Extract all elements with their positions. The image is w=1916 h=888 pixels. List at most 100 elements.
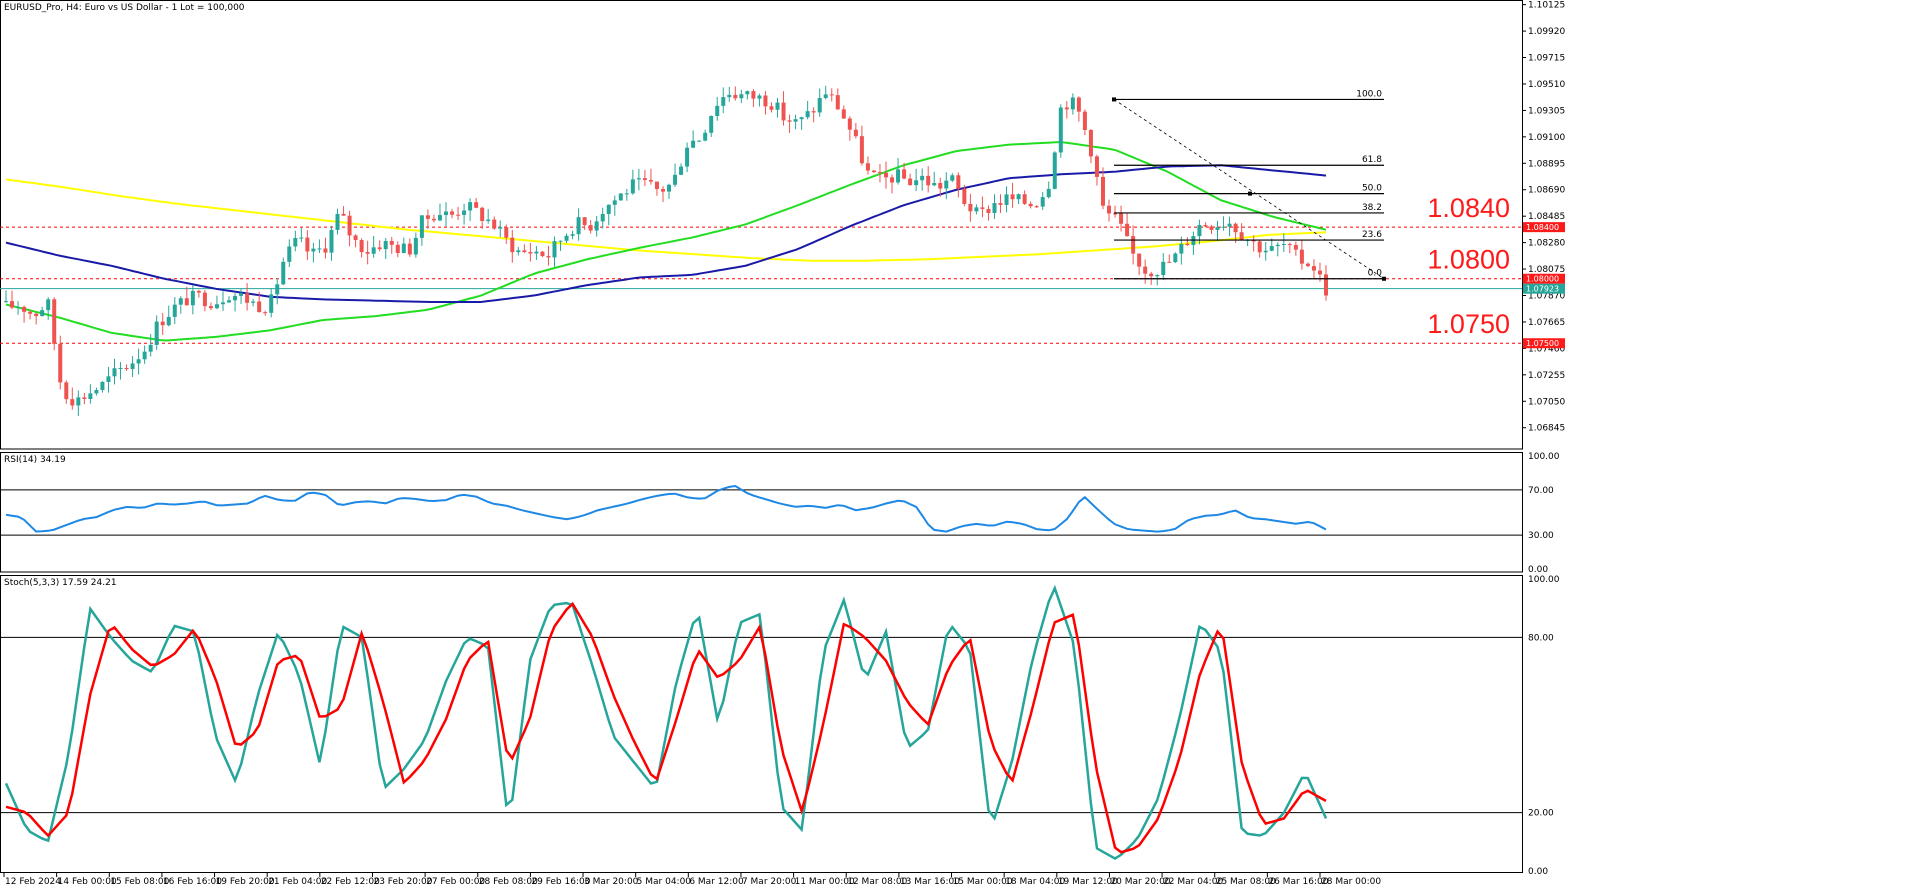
candle-body bbox=[1317, 270, 1322, 275]
candle-body bbox=[540, 251, 545, 257]
candle-body bbox=[733, 94, 738, 99]
candle-body bbox=[552, 241, 557, 258]
time-tick-label: 12 Mar 08:00 bbox=[847, 877, 907, 887]
candle-body bbox=[877, 172, 882, 174]
candle-body bbox=[630, 179, 635, 194]
candle-body bbox=[245, 293, 250, 303]
candle-body bbox=[431, 218, 436, 221]
candle-body bbox=[196, 290, 201, 293]
candle-body bbox=[1173, 253, 1178, 263]
candle-body bbox=[528, 252, 533, 254]
moving-average-line bbox=[5, 178, 1327, 262]
candle-body bbox=[974, 207, 979, 212]
candle-body bbox=[859, 136, 864, 164]
stoch-title: Stoch(5,3,3) 17.59 24.21 bbox=[4, 578, 117, 588]
time-tick-label: 26 Mar 16:00 bbox=[1268, 877, 1328, 887]
candle-body bbox=[606, 204, 611, 214]
candle-body bbox=[667, 184, 672, 192]
candle-body bbox=[214, 304, 219, 309]
rsi-series bbox=[0, 484, 1522, 536]
moving-average-line bbox=[5, 141, 1327, 342]
candle-body bbox=[329, 229, 334, 253]
candle-body bbox=[1155, 275, 1160, 277]
price-tick-label: 1.09510 bbox=[1528, 80, 1565, 90]
price-tick-label: 1.08075 bbox=[1528, 265, 1565, 275]
candle-body bbox=[1179, 243, 1184, 254]
candle-body bbox=[757, 95, 762, 99]
candle-body bbox=[504, 227, 509, 238]
candle-body bbox=[793, 119, 798, 122]
moving-averages bbox=[5, 141, 1327, 342]
time-tick-label: 20 Mar 20:00 bbox=[1110, 877, 1170, 887]
candle-body bbox=[281, 261, 286, 285]
fib-level-label: 61.8 bbox=[1362, 155, 1382, 165]
candle-body bbox=[962, 188, 967, 204]
candles bbox=[4, 85, 1328, 416]
candle-body bbox=[1016, 194, 1021, 200]
candle-body bbox=[853, 129, 858, 137]
candle-body bbox=[781, 102, 786, 121]
candle-body bbox=[890, 177, 895, 183]
candle-body bbox=[1137, 253, 1142, 267]
candle-body bbox=[1149, 273, 1154, 277]
candle-body bbox=[64, 382, 69, 400]
candle-body bbox=[263, 312, 268, 314]
candle-body bbox=[486, 219, 491, 221]
candle-body bbox=[829, 94, 834, 96]
candle-body bbox=[636, 178, 641, 180]
candle-body bbox=[660, 189, 665, 192]
time-tick-label: 27 Feb 00:00 bbox=[426, 877, 485, 887]
candle-body bbox=[172, 304, 177, 317]
candle-body bbox=[926, 175, 931, 186]
fib-level-label: 50.0 bbox=[1362, 184, 1382, 194]
candle-body bbox=[1076, 97, 1081, 112]
candle-body bbox=[618, 193, 623, 201]
candle-body bbox=[576, 217, 581, 235]
candle-body bbox=[998, 203, 1003, 205]
candle-body bbox=[94, 390, 99, 394]
price-tick-label: 1.08280 bbox=[1528, 239, 1565, 249]
candle-body bbox=[389, 240, 394, 245]
price-tick-label: 1.08690 bbox=[1528, 186, 1565, 196]
candle-body bbox=[1324, 274, 1328, 296]
candle-body bbox=[1119, 213, 1124, 224]
price-tick-label: 1.09305 bbox=[1528, 106, 1565, 116]
candle-body bbox=[1064, 107, 1069, 110]
candle-body bbox=[1107, 205, 1112, 214]
candle-body bbox=[28, 311, 33, 314]
candle-body bbox=[932, 182, 937, 186]
candle-body bbox=[34, 313, 39, 317]
candle-body bbox=[775, 102, 780, 110]
price-tick-label: 1.09920 bbox=[1528, 27, 1565, 37]
candle-body bbox=[1185, 243, 1190, 246]
candle-body bbox=[100, 381, 105, 391]
candle-body bbox=[1227, 223, 1232, 227]
chart-title: EURUSD_Pro, H4: Euro vs US Dollar - 1 Lo… bbox=[4, 3, 245, 13]
candle-body bbox=[118, 368, 123, 370]
candle-body bbox=[685, 147, 690, 167]
candle-body bbox=[1269, 246, 1274, 251]
stoch-axis: 100.00 80.00 20.00 0.00 bbox=[1528, 575, 1560, 877]
candle-body bbox=[437, 215, 442, 221]
candle-body bbox=[401, 243, 406, 254]
rsi-axis: 100.00 70.00 30.00 0.00 bbox=[1528, 452, 1560, 575]
candle-body bbox=[1305, 263, 1310, 267]
candle-body bbox=[920, 175, 925, 181]
candle-body bbox=[10, 301, 15, 308]
candle-body bbox=[1287, 244, 1292, 246]
candle-body bbox=[992, 203, 997, 213]
candle-body bbox=[914, 180, 919, 186]
candle-body bbox=[480, 207, 485, 221]
candle-body bbox=[902, 169, 907, 179]
candle-body bbox=[570, 234, 575, 236]
candle-body bbox=[709, 115, 714, 133]
candle-body bbox=[106, 376, 111, 382]
candle-body bbox=[612, 200, 617, 205]
candle-body bbox=[1239, 232, 1244, 240]
candle-body bbox=[419, 215, 424, 238]
candle-body bbox=[190, 290, 195, 306]
candle-body bbox=[600, 213, 605, 222]
candle-body bbox=[588, 225, 593, 231]
candle-body bbox=[817, 98, 822, 113]
candle-body bbox=[1161, 261, 1166, 276]
